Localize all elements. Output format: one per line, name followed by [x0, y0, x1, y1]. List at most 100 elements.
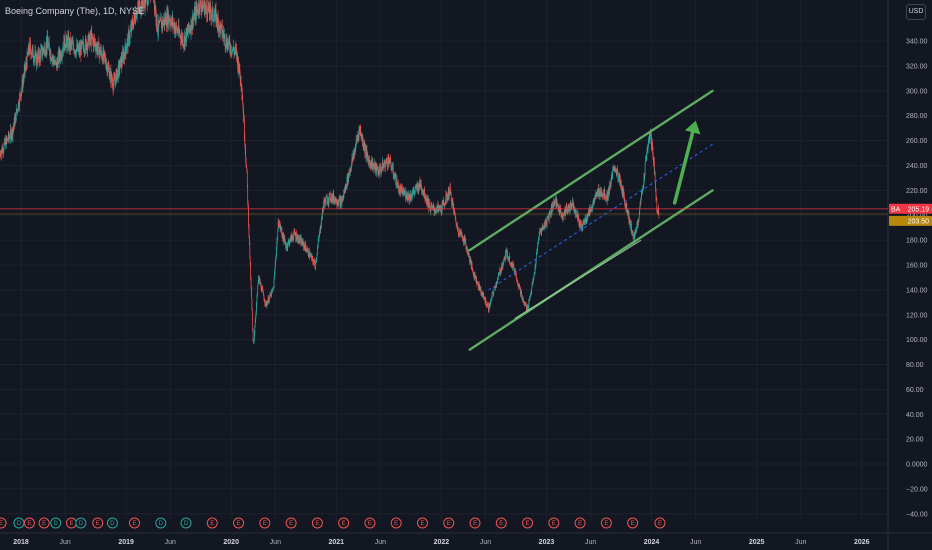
marker-circle	[285, 517, 297, 529]
earnings-marker[interactable]: E	[548, 517, 560, 529]
earnings-marker[interactable]: E	[206, 517, 218, 529]
candle-body	[307, 249, 309, 256]
candle-body	[572, 199, 573, 204]
candle-body	[518, 284, 519, 285]
candle-body	[107, 66, 109, 71]
candle-body	[324, 201, 326, 206]
candle-body	[203, 5, 204, 7]
earnings-marker[interactable]: E	[495, 517, 507, 529]
time-axis[interactable]: 2018 Jun 2019 Jun 2020 Jun 2021 Jun 2022 Jun 2023 J…	[0, 532, 932, 546]
candle-body	[125, 49, 127, 54]
price-axis[interactable]: 340.00320.00300.00280.00260.00240.00220.…	[887, 0, 928, 550]
candle-body	[547, 216, 549, 218]
earnings-marker[interactable]: E	[600, 517, 612, 529]
dividend-marker[interactable]: D	[106, 517, 118, 529]
earnings-marker[interactable]: E	[574, 517, 586, 529]
earnings-marker[interactable]: E	[443, 517, 455, 529]
candle-body	[408, 193, 410, 197]
earnings-marker[interactable]: E	[0, 517, 7, 529]
dividend-marker[interactable]: D	[180, 517, 192, 529]
candle-body	[469, 255, 470, 262]
candle-body	[132, 21, 133, 27]
candle-body	[256, 296, 258, 304]
candle-body	[74, 50, 76, 53]
candle-body	[17, 109, 18, 111]
earnings-marker[interactable]: E	[416, 517, 428, 529]
candle-body	[114, 80, 116, 82]
candle-body	[154, 4, 156, 13]
grid	[0, 0, 888, 522]
candle-body	[461, 234, 463, 238]
candle-body	[325, 198, 327, 204]
candle-body	[443, 200, 445, 204]
candle-body	[194, 11, 196, 21]
candle-body	[200, 0, 201, 7]
candle-body	[226, 38, 228, 47]
earnings-marker[interactable]: E	[390, 517, 402, 529]
dividend-marker[interactable]: D	[75, 517, 87, 529]
candle-body	[7, 133, 9, 140]
candle-body	[633, 237, 635, 242]
candle-body	[354, 148, 356, 155]
earnings-marker[interactable]: E	[469, 517, 481, 529]
candle-body	[345, 184, 347, 189]
candle-body	[289, 240, 290, 245]
earnings-marker[interactable]: E	[311, 517, 323, 529]
candle-body	[651, 140, 653, 146]
dividend-marker[interactable]: D	[50, 517, 62, 529]
candle-body	[272, 289, 274, 291]
candle-body	[80, 46, 81, 52]
candle-body	[69, 38, 71, 49]
candle-body	[183, 45, 185, 46]
candle-body	[572, 199, 574, 208]
candle-body	[105, 57, 106, 64]
candle-body	[617, 173, 619, 182]
earnings-marker[interactable]: E	[38, 517, 50, 529]
candle-body	[383, 164, 385, 166]
candle-body	[13, 118, 15, 126]
candle-body	[234, 51, 235, 54]
candle-body	[593, 200, 594, 203]
earnings-marker[interactable]: E	[654, 517, 666, 529]
candle-body	[387, 157, 389, 159]
candle-body	[103, 50, 105, 58]
candle-body	[196, 5, 197, 19]
candle-body	[590, 206, 592, 213]
candle-body	[238, 71, 240, 73]
candle-body	[626, 203, 627, 210]
dividend-marker[interactable]: D	[155, 517, 167, 529]
candle-body	[292, 237, 294, 239]
x-tick-label: Jun	[60, 539, 71, 546]
candle-body	[438, 207, 440, 209]
candle-body	[650, 131, 651, 139]
candle-body	[566, 209, 568, 213]
candle-body	[266, 303, 268, 306]
candle-body	[171, 17, 173, 22]
candle-body	[282, 233, 284, 240]
drawings-layer[interactable]	[468, 89, 714, 351]
candle-body	[338, 199, 340, 206]
earnings-marker[interactable]: E	[233, 517, 245, 529]
dividend-marker[interactable]: D	[13, 517, 25, 529]
candle-body	[422, 190, 423, 193]
earnings-marker[interactable]: E	[23, 517, 35, 529]
earnings-marker[interactable]: E	[129, 517, 141, 529]
earnings-marker[interactable]: E	[65, 517, 77, 529]
earnings-marker[interactable]: E	[338, 517, 350, 529]
candle-body	[206, 9, 208, 16]
candle-body	[597, 192, 599, 197]
earnings-marker[interactable]: E	[92, 517, 104, 529]
earnings-marker[interactable]: E	[627, 517, 639, 529]
currency-button[interactable]: USD	[906, 4, 926, 20]
earnings-marker[interactable]: E	[285, 517, 297, 529]
candle-body	[483, 294, 485, 300]
candle-body	[331, 195, 333, 202]
candle-body	[225, 46, 227, 48]
earnings-marker[interactable]: E	[522, 517, 534, 529]
earnings-marker[interactable]: E	[364, 517, 376, 529]
candle-body	[85, 38, 86, 51]
candle-body	[337, 202, 339, 204]
earnings-marker[interactable]: E	[259, 517, 271, 529]
